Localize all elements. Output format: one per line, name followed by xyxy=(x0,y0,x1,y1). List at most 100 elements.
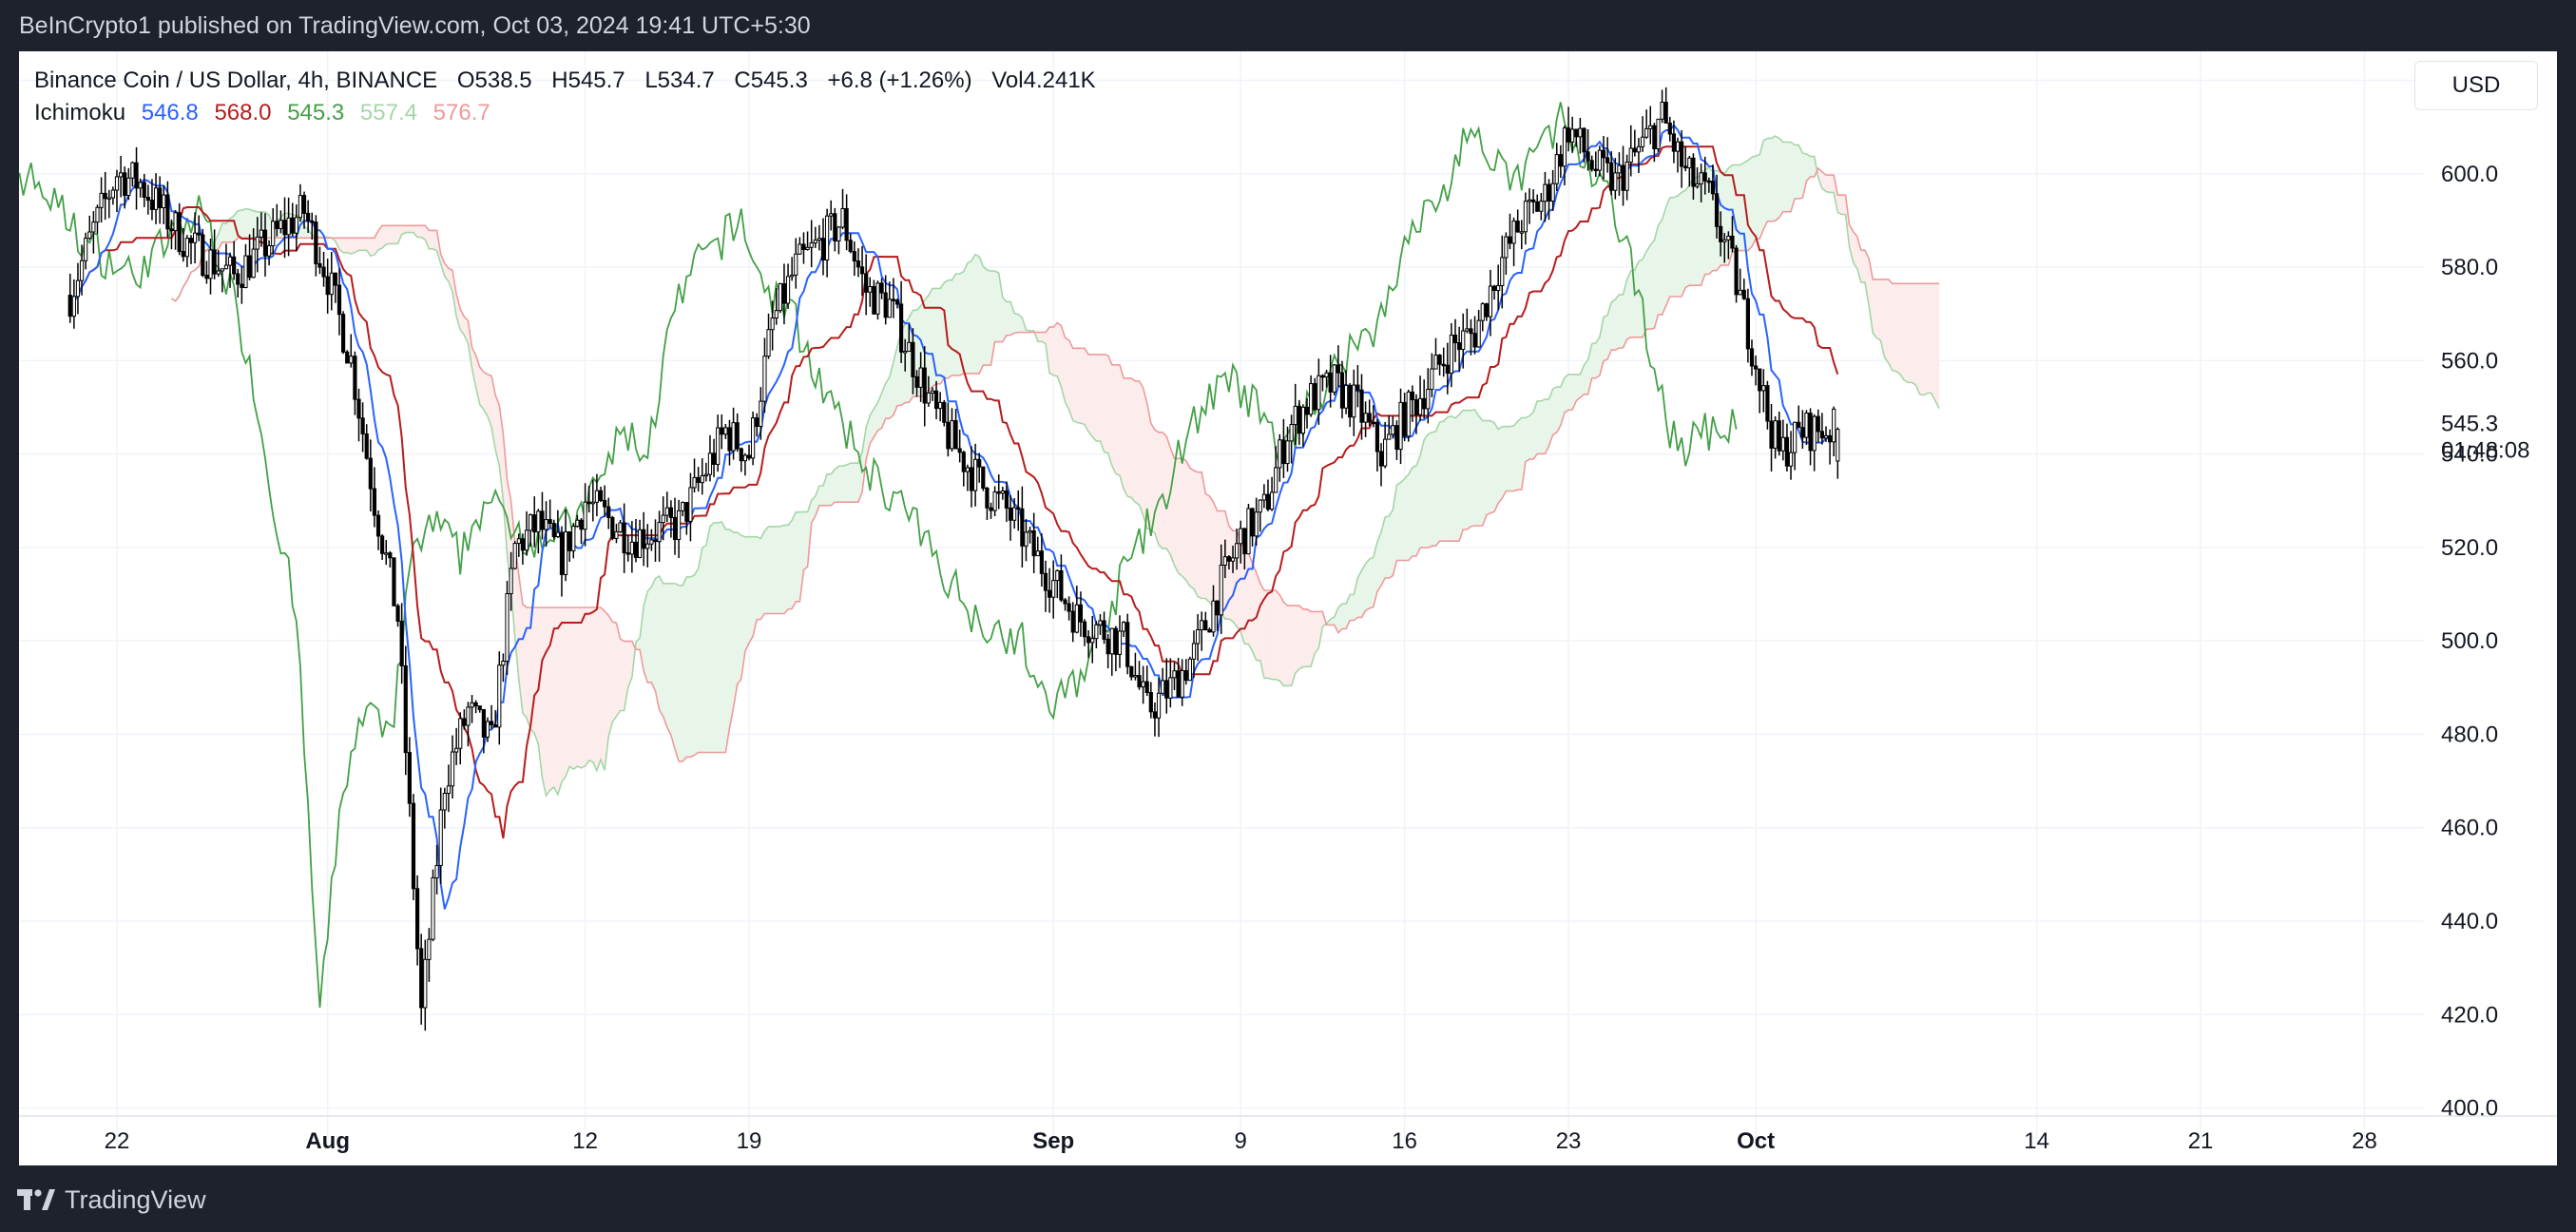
cloud-segment xyxy=(694,568,699,756)
candle-body xyxy=(1663,102,1668,124)
candle-body xyxy=(903,351,908,354)
candle-body xyxy=(848,240,853,253)
symbol-title[interactable]: Binance Coin / US Dollar, 4h, BINANCE xyxy=(34,67,438,93)
candle xyxy=(1320,374,1325,392)
candle-body xyxy=(637,529,643,558)
cloud-segment xyxy=(1443,417,1448,542)
candle xyxy=(251,228,256,279)
candle xyxy=(1265,479,1271,511)
candle-body xyxy=(1496,284,1501,292)
candle xyxy=(825,208,830,278)
candle-body xyxy=(891,298,895,301)
candle xyxy=(411,794,416,900)
candle xyxy=(392,557,396,606)
cloud-segment xyxy=(877,393,882,431)
cloud-segment xyxy=(1049,327,1054,375)
candle xyxy=(868,277,873,307)
candle-body xyxy=(1570,128,1575,143)
candle-body xyxy=(633,541,639,558)
candle xyxy=(84,232,88,270)
candle xyxy=(1597,145,1603,177)
cloud-segment xyxy=(881,383,886,429)
cloud-segment xyxy=(1841,195,1846,215)
candle xyxy=(820,218,826,276)
chart-area[interactable]: 400.0 420.0 440.0 460.0 480.0 500.0 520.0 540.0… xyxy=(19,51,2557,1165)
cloud-segment xyxy=(905,317,910,403)
lead-a-value: 557.4 xyxy=(359,100,417,125)
candle-body xyxy=(813,240,817,244)
candle-body xyxy=(1133,675,1138,678)
candle-body xyxy=(1816,415,1820,433)
candle-body xyxy=(1417,397,1423,415)
cloud-segment xyxy=(588,607,593,762)
cloud-segment xyxy=(386,225,391,244)
candle-body xyxy=(598,490,604,501)
price-chart[interactable]: 400.0 420.0 440.0 460.0 480.0 500.0 520.0 540.0… xyxy=(19,51,2557,1165)
candle xyxy=(1511,217,1516,266)
candle-body xyxy=(836,226,841,241)
candle xyxy=(177,202,182,256)
candle xyxy=(1808,408,1813,466)
indicator-name[interactable]: Ichimoku xyxy=(34,100,126,125)
candle-body xyxy=(1484,303,1489,318)
cloud-segment xyxy=(1085,348,1089,433)
candle-body xyxy=(1426,389,1431,410)
candle xyxy=(1164,658,1169,714)
candle-body xyxy=(1480,303,1485,321)
candle xyxy=(162,185,166,224)
lead-b-value: 576.7 xyxy=(433,100,490,125)
close-value: C545.3 xyxy=(734,67,808,93)
tradingview-logo[interactable]: TradingView xyxy=(17,1184,206,1215)
candle-body xyxy=(388,552,393,559)
cloud-segment xyxy=(959,271,964,375)
cloud-segment xyxy=(338,238,344,253)
candle xyxy=(930,387,935,401)
candle xyxy=(696,467,701,492)
cloud-segment xyxy=(1778,138,1783,218)
candle xyxy=(942,399,947,427)
candle xyxy=(1398,388,1403,465)
candle-body xyxy=(336,284,342,316)
candle-body xyxy=(1105,638,1110,655)
candle xyxy=(1024,518,1028,562)
cloud-segment xyxy=(1267,590,1273,680)
candle xyxy=(590,479,595,522)
cloud-segment xyxy=(1146,403,1151,530)
cloud-segment xyxy=(627,641,632,687)
candle xyxy=(950,408,954,452)
candle-body xyxy=(411,802,416,890)
candle-body xyxy=(759,400,763,427)
cloud-segment xyxy=(1439,421,1444,542)
candle-body xyxy=(1024,531,1028,547)
candle xyxy=(1133,652,1138,681)
candle xyxy=(1793,421,1797,471)
candle-body xyxy=(1660,102,1664,120)
cloud-segment xyxy=(928,288,932,392)
candle xyxy=(1426,368,1431,424)
candle xyxy=(1593,151,1598,178)
candle-body xyxy=(1680,141,1684,167)
candle xyxy=(809,220,814,268)
candle-body xyxy=(1488,285,1493,318)
candle-body xyxy=(668,507,674,518)
candle-body xyxy=(1624,162,1629,191)
candle xyxy=(751,411,756,466)
candle-body xyxy=(859,266,865,275)
currency-button[interactable]: USD xyxy=(2414,61,2538,110)
cloud-segment xyxy=(456,294,461,330)
cloud-segment xyxy=(1545,398,1549,454)
cloud-segment xyxy=(967,260,971,374)
candle xyxy=(414,875,420,966)
candle xyxy=(1656,118,1661,152)
candle xyxy=(1375,418,1380,472)
cloud-segment xyxy=(1701,169,1705,286)
candle-body xyxy=(1819,431,1824,439)
candle-body xyxy=(1406,391,1411,437)
cloud-segment xyxy=(815,486,819,516)
candle xyxy=(1719,211,1723,257)
candle-body xyxy=(1632,147,1637,153)
cloud-segment xyxy=(1873,279,1877,338)
candle-body xyxy=(625,552,630,555)
candle-body xyxy=(1094,624,1099,640)
candle xyxy=(259,212,263,247)
